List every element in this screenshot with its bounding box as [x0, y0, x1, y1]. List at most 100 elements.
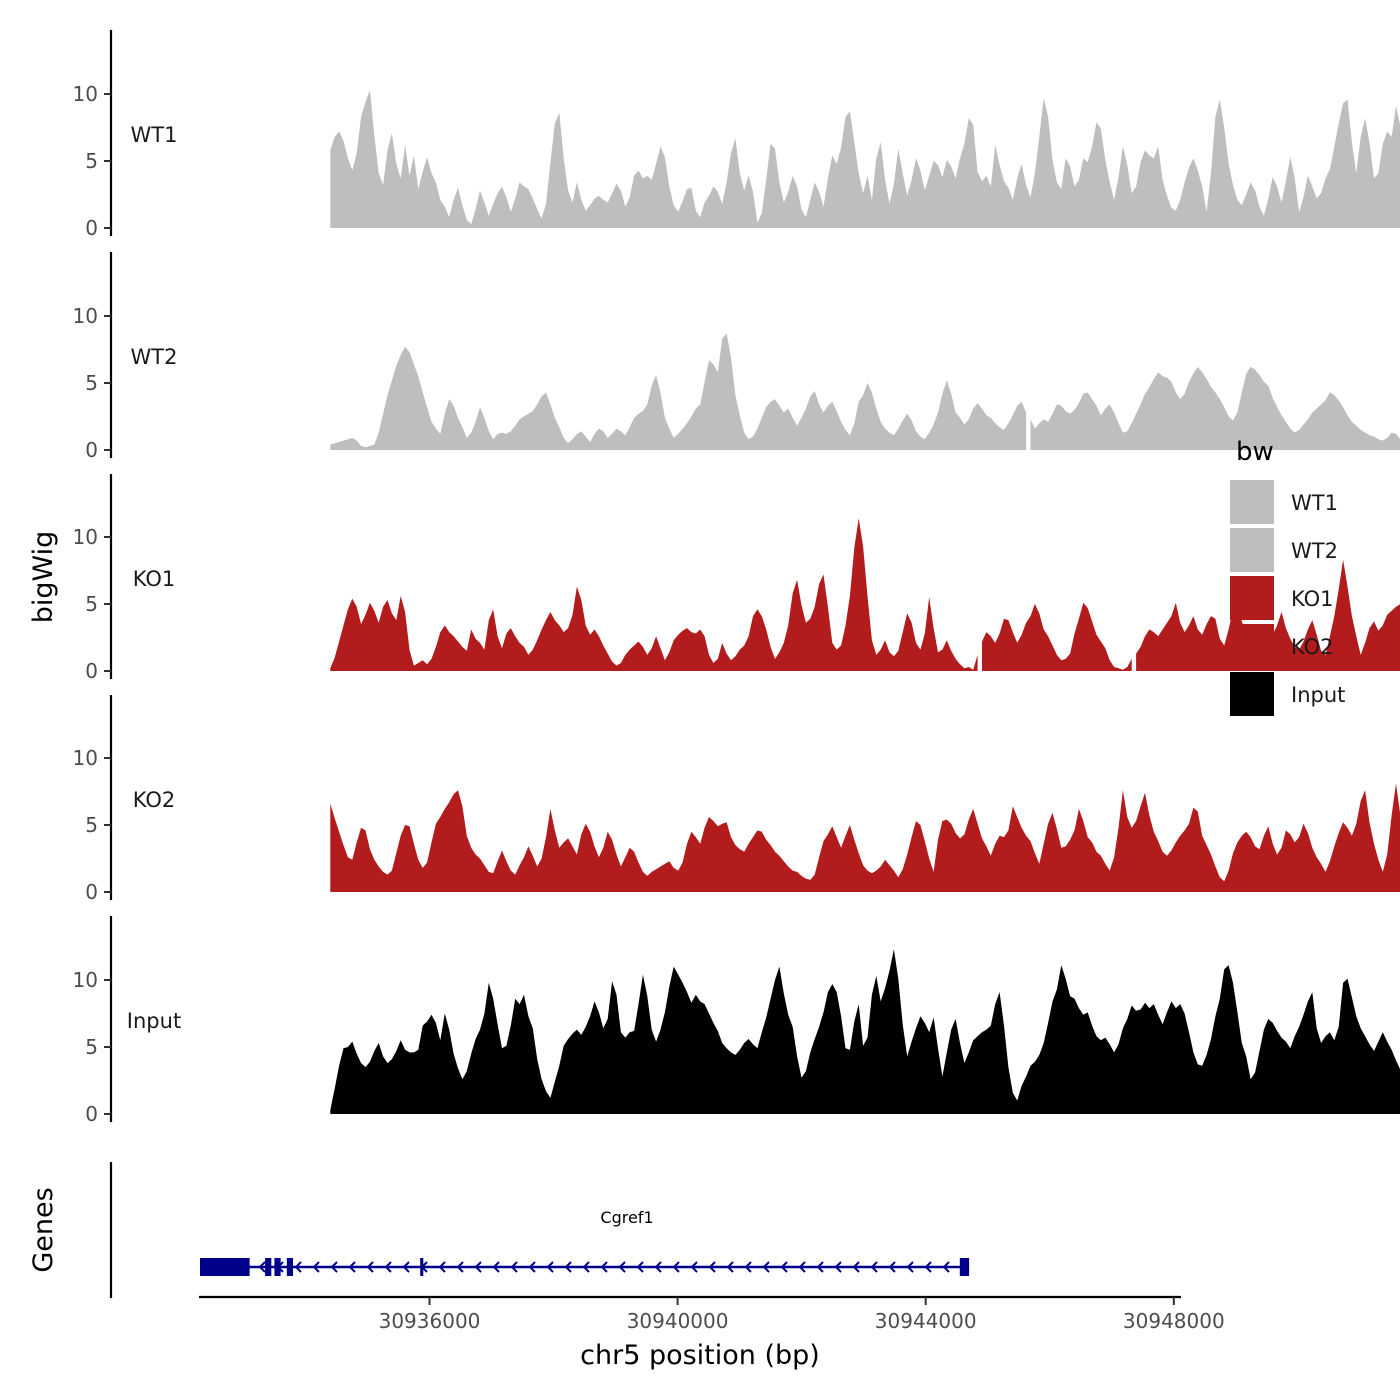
gene-name-label: Cgref1: [600, 1208, 653, 1227]
y-tick-label: 0: [85, 216, 98, 240]
strand-arrow: [708, 1261, 716, 1273]
strand-arrow: [924, 1261, 932, 1273]
track-ko1: 0 5 10 KO1: [73, 474, 1400, 683]
legend-key-ko1: [1230, 576, 1274, 620]
strand-arrow: [798, 1261, 806, 1273]
gene-exon: [420, 1258, 424, 1276]
y-tick-label: 0: [85, 659, 98, 683]
strand-arrow: [564, 1261, 572, 1273]
gene-exon: [959, 1258, 970, 1276]
legend-key-ko2: [1230, 624, 1274, 668]
strand-arrow: [852, 1261, 860, 1273]
track-ko2: 0 5 10 KO2: [73, 695, 1400, 904]
genes-axis-title: Genes: [28, 1187, 59, 1272]
gene-exon: [274, 1258, 281, 1276]
strand-arrow: [906, 1261, 914, 1273]
gene-exon: [200, 1258, 250, 1276]
coverage-area-input: [330, 949, 1400, 1114]
y-tick-label: 10: [73, 82, 98, 106]
y-tick-label: 5: [85, 813, 98, 837]
track-label: KO1: [133, 567, 176, 591]
x-tick-label: 30940000: [627, 1309, 729, 1333]
strand-arrow: [600, 1261, 608, 1273]
strand-arrow: [636, 1261, 644, 1273]
strand-arrow: [348, 1261, 356, 1273]
strand-arrow: [726, 1261, 734, 1273]
strand-arrow: [654, 1261, 662, 1273]
strand-arrow: [834, 1261, 842, 1273]
legend-label: KO1: [1291, 587, 1334, 611]
track-label: WT2: [131, 345, 178, 369]
legend-key-input: [1230, 672, 1274, 716]
strand-arrow: [330, 1261, 338, 1273]
x-axis-title: chr5 position (bp): [580, 1340, 820, 1371]
strand-arrow: [528, 1261, 536, 1273]
track-label: WT1: [131, 123, 178, 147]
coverage-area-ko2: [330, 783, 1400, 892]
strand-arrow: [384, 1261, 392, 1273]
strand-arrow: [294, 1261, 302, 1273]
strand-arrow: [474, 1261, 482, 1273]
gene-exon: [265, 1258, 272, 1276]
legend-label: Input: [1291, 683, 1345, 707]
strand-arrow: [438, 1261, 446, 1273]
strand-arrow: [312, 1261, 320, 1273]
strand-arrow: [402, 1261, 410, 1273]
strand-arrow: [582, 1261, 590, 1273]
strand-arrow: [366, 1261, 374, 1273]
y-tick-label: 10: [73, 304, 98, 328]
legend-key-wt2: [1230, 528, 1274, 572]
strand-arrow: [870, 1261, 878, 1273]
x-tick-label: 30936000: [379, 1309, 481, 1333]
y-tick-label: 10: [73, 525, 98, 549]
coverage-area-wt2: [330, 333, 1027, 450]
track-input: 0 5 10 Input: [73, 916, 1400, 1126]
y-tick-label: 0: [85, 1102, 98, 1126]
track-wt2: 0 5 10 WT2: [73, 252, 1400, 462]
y-tick-label: 10: [73, 968, 98, 992]
coverage-area-ko1: [982, 602, 1132, 671]
y-tick-label: 0: [85, 880, 98, 904]
coverage-area-wt2: [1030, 366, 1400, 450]
legend-label: WT1: [1291, 491, 1338, 515]
x-tick-label: 30948000: [1123, 1309, 1225, 1333]
y-tick-label: 5: [85, 149, 98, 173]
strand-arrow: [816, 1261, 824, 1273]
strand-arrow: [546, 1261, 554, 1273]
coverage-tracks: 0 5 10 WT1 0 5 10 WT2 0 5 10 KO1 0 5 10 KO2 0 5 10 Input: [73, 30, 1400, 1126]
strand-arrow: [510, 1261, 518, 1273]
y-tick-label: 0: [85, 438, 98, 462]
strand-arrow: [672, 1261, 680, 1273]
strand-arrow: [780, 1261, 788, 1273]
coverage-area-ko1: [1136, 559, 1400, 671]
track-label: Input: [127, 1009, 181, 1033]
x-axis: 30936000 30940000 30944000 30948000: [199, 1295, 1225, 1333]
legend-key-wt1: [1230, 480, 1274, 524]
y-tick-label: 5: [85, 371, 98, 395]
legend: bw WT1 WT2 KO1 KO2 Input: [1230, 437, 1345, 716]
coverage-area-wt1: [330, 90, 1400, 228]
y-tick-label: 5: [85, 1035, 98, 1059]
strand-arrow: [456, 1261, 464, 1273]
legend-label: WT2: [1291, 539, 1338, 563]
strand-arrow: [690, 1261, 698, 1273]
legend-label: KO2: [1291, 635, 1334, 659]
gene-exon: [286, 1258, 294, 1276]
strand-arrow: [258, 1261, 266, 1273]
track-label: KO2: [133, 788, 176, 812]
y-axis-title: bigWig: [28, 531, 59, 624]
track-wt1: 0 5 10 WT1: [73, 30, 1400, 240]
y-tick-label: 5: [85, 592, 98, 616]
strand-arrow: [942, 1261, 950, 1273]
strand-arrow: [888, 1261, 896, 1273]
coverage-area-ko1: [330, 518, 978, 671]
strand-arrow: [492, 1261, 500, 1273]
strand-arrow: [762, 1261, 770, 1273]
strand-arrow: [744, 1261, 752, 1273]
y-tick-label: 10: [73, 746, 98, 770]
strand-arrow: [618, 1261, 626, 1273]
gene-track: Cgref1: [109, 1162, 970, 1298]
legend-title: bw: [1236, 437, 1274, 467]
x-tick-label: 30944000: [875, 1309, 977, 1333]
